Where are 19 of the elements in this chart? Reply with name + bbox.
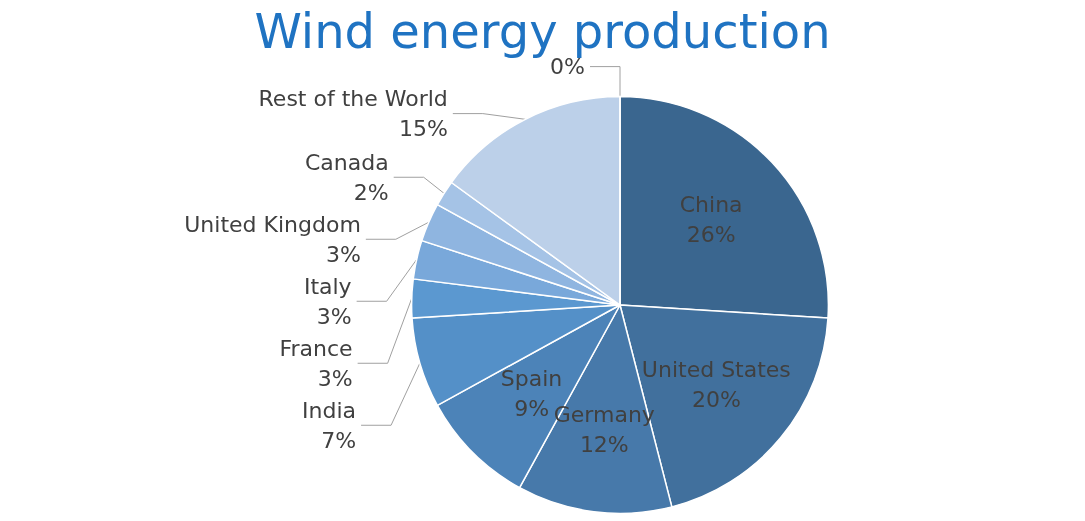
- data-label: 20%: [691, 387, 741, 413]
- slice-label: France: [279, 335, 353, 361]
- data-label: 2%: [353, 179, 389, 205]
- slice-label: Spain: [500, 365, 563, 391]
- slice-label: United States: [641, 357, 791, 383]
- data-label: 15%: [398, 116, 448, 142]
- slice-label: India: [302, 397, 357, 423]
- data-label: 7%: [321, 427, 357, 453]
- slice-label: China: [679, 191, 743, 217]
- data-label: 9%: [514, 395, 550, 421]
- data-label: 3%: [317, 365, 353, 391]
- slice-label: Canada: [304, 149, 389, 175]
- data-label: 3%: [316, 303, 352, 329]
- data-label: 12%: [579, 431, 629, 457]
- data-label: 26%: [686, 221, 736, 247]
- slice-label: Italy: [303, 273, 352, 299]
- slice-label: United Kingdom: [184, 211, 361, 237]
- slice-label: Rest of the World: [258, 86, 448, 112]
- data-label: 3%: [325, 241, 361, 267]
